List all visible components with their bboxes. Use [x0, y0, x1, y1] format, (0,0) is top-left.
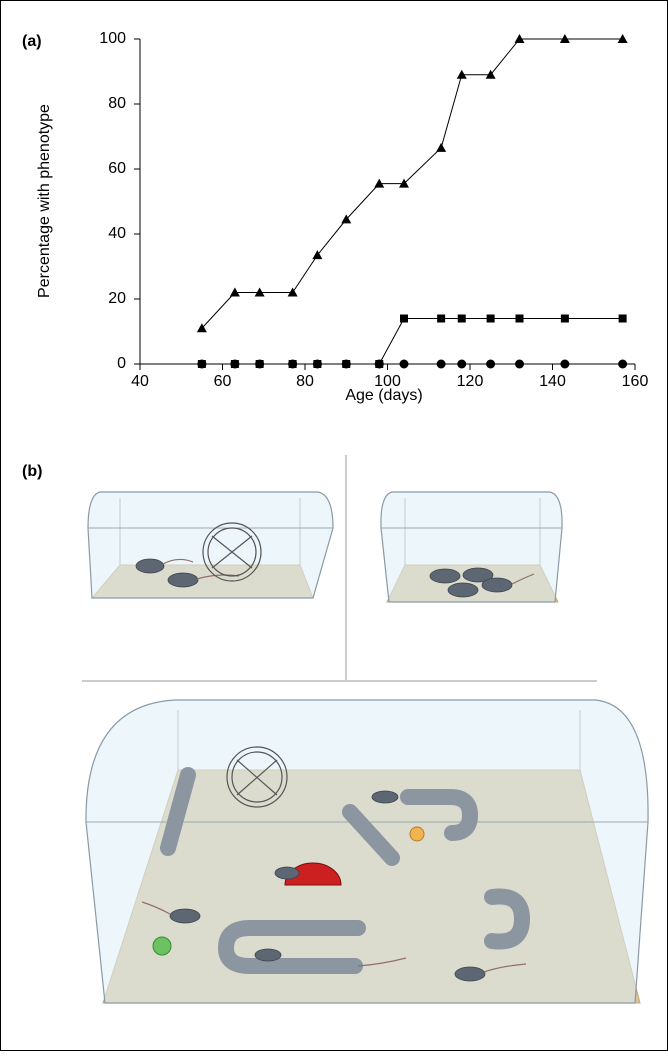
- y-tick-label: 0: [117, 355, 126, 372]
- y-axis-label: Percentage with phenotype: [36, 104, 53, 298]
- illustration: [82, 455, 649, 1004]
- marker: [254, 287, 265, 297]
- x-tick-label: 140: [539, 373, 566, 390]
- enriched-cage: [85, 699, 649, 1004]
- marker: [400, 314, 408, 323]
- y-tick-label: 20: [108, 290, 126, 307]
- marker: [436, 359, 446, 369]
- y-tick-label: 80: [108, 95, 126, 112]
- marker: [514, 34, 525, 43]
- marker: [457, 314, 466, 323]
- x-tick-label: 80: [296, 373, 314, 390]
- x-tick-label: 160: [622, 373, 649, 390]
- y-tick-label: 100: [99, 30, 126, 47]
- marker: [486, 359, 496, 369]
- marker: [559, 34, 570, 43]
- marker: [399, 178, 409, 188]
- x-tick-label: 100: [374, 373, 401, 390]
- x-tick-label: 120: [457, 373, 484, 390]
- panel-label: (a): [22, 33, 42, 50]
- marker: [288, 359, 298, 369]
- marker: [374, 359, 384, 369]
- marker: [374, 178, 385, 188]
- standard-cage: [380, 491, 563, 603]
- marker: [618, 314, 627, 323]
- marker: [287, 287, 298, 297]
- marker: [486, 314, 495, 323]
- series-line: [201, 38, 623, 329]
- marker: [456, 69, 467, 79]
- marker: [560, 359, 570, 369]
- marker: [341, 214, 352, 224]
- y-tick-label: 40: [108, 225, 126, 242]
- y-tick-label: 60: [108, 160, 126, 177]
- marker: [341, 359, 351, 369]
- panel-label: (b): [22, 463, 42, 480]
- marker: [312, 250, 323, 260]
- marker: [617, 34, 628, 43]
- marker: [229, 287, 240, 297]
- marker: [230, 359, 240, 369]
- marker: [485, 69, 496, 79]
- x-tick-label: 60: [214, 373, 232, 390]
- marker: [457, 359, 467, 369]
- axes: 0 20 40 60 80 100 40 60 80 100 120 140 160: [99, 30, 648, 390]
- marker: [618, 359, 628, 369]
- x-tick-label: 40: [131, 373, 149, 390]
- standard-cage: [87, 491, 334, 599]
- marker: [197, 359, 207, 369]
- marker: [436, 142, 447, 152]
- marker: [515, 359, 524, 369]
- marker: [515, 314, 524, 323]
- x-axis-label: Age (days): [345, 387, 422, 404]
- marker: [312, 359, 322, 369]
- marker: [255, 359, 265, 369]
- marker: [399, 359, 409, 369]
- marker: [437, 314, 446, 323]
- marker: [196, 323, 207, 333]
- marker: [560, 314, 569, 323]
